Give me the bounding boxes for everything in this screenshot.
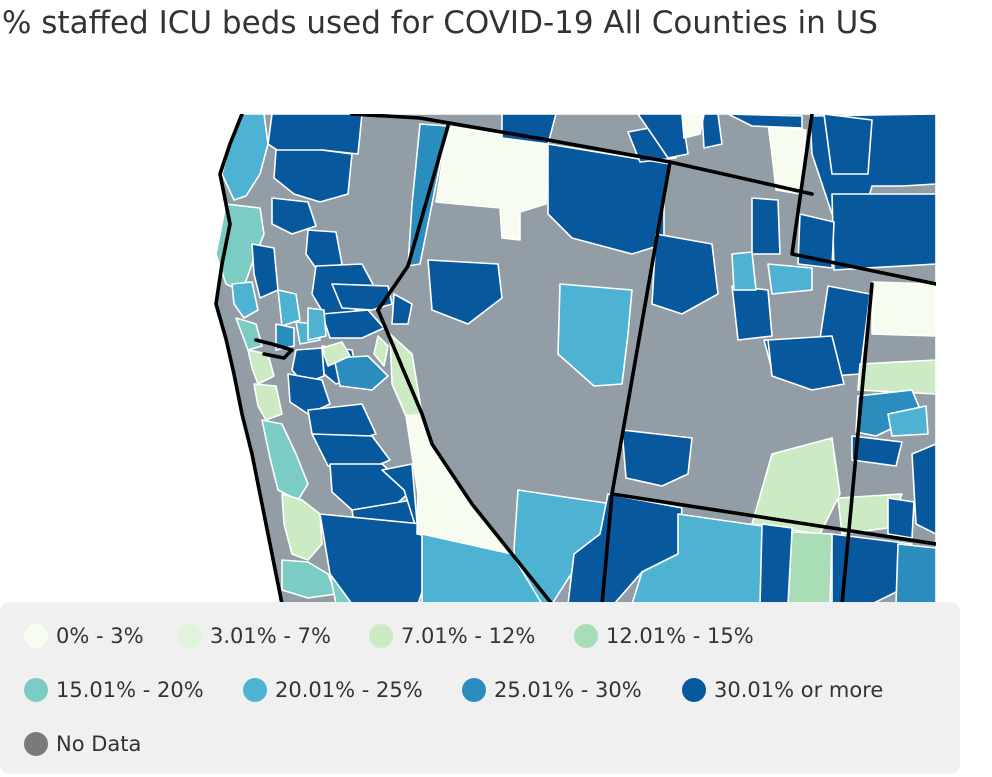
county[interactable] xyxy=(731,251,757,291)
county[interactable] xyxy=(831,533,913,604)
county[interactable] xyxy=(273,149,353,203)
legend-swatch-icon xyxy=(682,678,706,702)
county[interactable] xyxy=(787,531,833,604)
county[interactable] xyxy=(261,419,309,501)
county[interactable] xyxy=(759,523,793,604)
county[interactable] xyxy=(911,443,936,535)
state-border-sf-bay xyxy=(254,338,294,360)
county[interactable] xyxy=(275,323,295,351)
legend-item-1[interactable]: 3.01% - 7% xyxy=(178,624,331,648)
legend-swatch-icon xyxy=(574,624,598,648)
county[interactable] xyxy=(333,355,389,391)
county[interactable] xyxy=(857,359,936,395)
legend-label: 0% - 3% xyxy=(56,624,144,648)
county[interactable] xyxy=(851,435,903,467)
legend-label: 30.01% or more xyxy=(714,678,884,702)
county[interactable] xyxy=(321,309,385,339)
legend-label: 7.01% - 12% xyxy=(401,624,536,648)
county[interactable] xyxy=(681,114,705,139)
legend-item-8[interactable]: No Data xyxy=(24,732,141,756)
state-border-ca-nv xyxy=(376,308,554,604)
county[interactable] xyxy=(767,335,845,391)
county[interactable] xyxy=(557,283,633,387)
county[interactable] xyxy=(637,114,689,159)
legend: 0% - 3% 3.01% - 7% 7.01% - 12% 12.01% - … xyxy=(0,602,960,774)
county[interactable] xyxy=(281,493,323,561)
legend-swatch-icon xyxy=(369,624,393,648)
county[interactable] xyxy=(421,533,543,604)
legend-swatch-icon xyxy=(24,678,48,702)
county[interactable] xyxy=(277,289,301,327)
county[interactable] xyxy=(391,293,413,325)
state-border-ca-coast xyxy=(214,114,284,604)
county[interactable] xyxy=(727,114,803,129)
legend-item-0[interactable]: 0% - 3% xyxy=(24,624,144,648)
legend-label: 3.01% - 7% xyxy=(210,624,331,648)
county[interactable] xyxy=(331,283,393,311)
county[interactable] xyxy=(767,263,813,295)
county[interactable] xyxy=(621,429,693,487)
state-border-ca-or xyxy=(350,114,814,196)
county[interactable] xyxy=(373,335,389,367)
legend-item-2[interactable]: 7.01% - 12% xyxy=(369,624,535,648)
legend-label: 25.01% - 30% xyxy=(494,678,642,702)
legend-swatch-icon xyxy=(243,678,267,702)
legend-swatch-icon xyxy=(178,624,202,648)
legend-label: 15.01% - 20% xyxy=(56,678,204,702)
legend-item-4[interactable]: 15.01% - 20% xyxy=(24,678,204,702)
state-border-wy xyxy=(790,114,936,286)
county[interactable] xyxy=(731,285,773,341)
county[interactable] xyxy=(751,197,781,255)
county[interactable] xyxy=(767,123,807,195)
county[interactable] xyxy=(871,281,936,337)
legend-swatch-icon xyxy=(24,732,48,756)
choropleth-map[interactable] xyxy=(212,114,936,604)
legend-item-5[interactable]: 20.01% - 25% xyxy=(243,678,423,702)
legend-item-3[interactable]: 12.01% - 15% xyxy=(574,624,754,648)
state-border-az-co xyxy=(610,492,936,546)
county[interactable] xyxy=(895,543,936,604)
county[interactable] xyxy=(797,213,835,269)
county[interactable] xyxy=(831,193,936,271)
legend-item-7[interactable]: 30.01% or more xyxy=(682,678,883,702)
state-border-co-ks xyxy=(840,282,874,604)
legend-item-6[interactable]: 25.01% - 30% xyxy=(462,678,642,702)
legend-label: 20.01% - 25% xyxy=(275,678,423,702)
county[interactable] xyxy=(321,341,351,367)
county[interactable] xyxy=(651,233,719,315)
county[interactable] xyxy=(427,259,503,325)
legend-swatch-icon xyxy=(462,678,486,702)
county[interactable] xyxy=(271,197,317,235)
county[interactable] xyxy=(231,281,259,319)
county[interactable] xyxy=(887,405,929,437)
county[interactable] xyxy=(751,437,841,535)
county[interactable] xyxy=(307,307,327,341)
county[interactable] xyxy=(887,497,915,539)
legend-label: No Data xyxy=(56,732,142,756)
legend-swatch-icon xyxy=(24,624,48,648)
county[interactable] xyxy=(701,114,723,149)
state-border-nv-ut xyxy=(376,124,450,312)
county[interactable] xyxy=(823,114,873,175)
map-title: % staffed ICU beds used for COVID-19 All… xyxy=(2,5,878,41)
county[interactable] xyxy=(253,383,283,421)
legend-label: 12.01% - 15% xyxy=(606,624,754,648)
county[interactable] xyxy=(235,317,263,351)
county[interactable] xyxy=(251,243,279,299)
